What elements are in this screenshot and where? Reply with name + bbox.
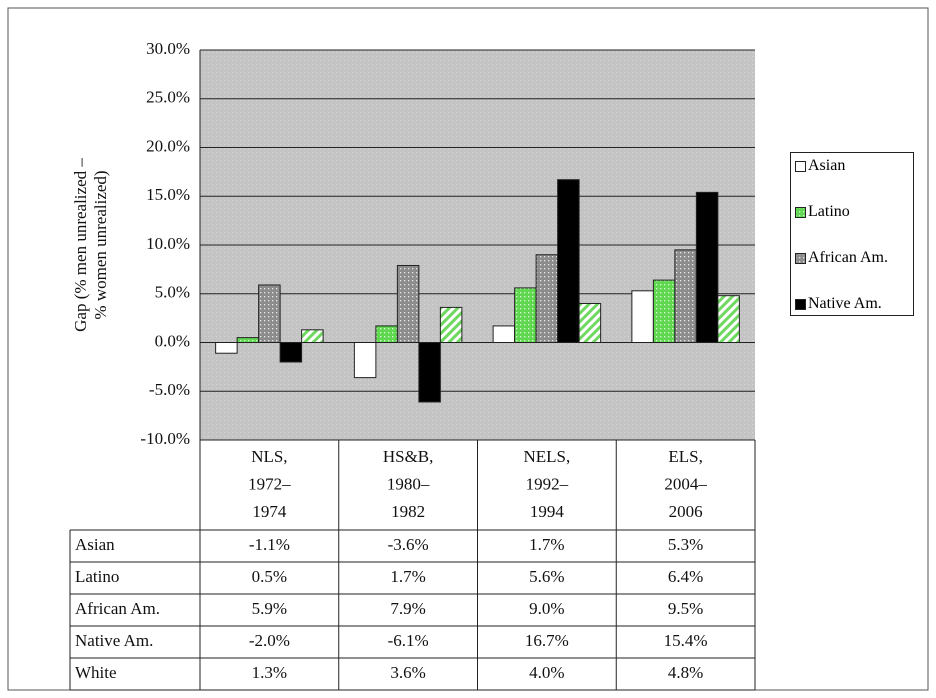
table-cell: 1.3% bbox=[252, 663, 287, 682]
legend-item: Latino bbox=[795, 203, 909, 249]
bar bbox=[514, 287, 537, 343]
bar bbox=[279, 342, 303, 363]
category-label: 1974 bbox=[252, 502, 287, 521]
y-tick-label: 30.0% bbox=[146, 39, 190, 58]
bar bbox=[492, 325, 516, 343]
legend-swatch bbox=[795, 207, 806, 218]
category-label: NLS, bbox=[251, 447, 287, 466]
bar bbox=[631, 290, 654, 344]
bar bbox=[439, 306, 463, 343]
bar bbox=[215, 342, 238, 354]
bar bbox=[557, 179, 580, 343]
table-cell: 0.5% bbox=[252, 567, 287, 586]
table-cell: 16.7% bbox=[525, 631, 569, 650]
bar bbox=[418, 342, 441, 403]
bar bbox=[301, 329, 324, 344]
category-label: NELS, bbox=[524, 447, 571, 466]
category-label: HS&B, bbox=[383, 447, 434, 466]
legend-item: Native Am. bbox=[795, 295, 909, 341]
table-cell: -6.1% bbox=[388, 631, 429, 650]
table-cell: 5.9% bbox=[252, 599, 287, 618]
y-tick-label: 20.0% bbox=[146, 136, 190, 155]
y-axis-title-line: % women unrealized) bbox=[91, 170, 110, 319]
row-label: African Am. bbox=[75, 599, 160, 618]
category-label: ELS, bbox=[668, 447, 702, 466]
y-axis-title-line: Gap (% men unrealized – bbox=[71, 158, 90, 332]
table-cell: 7.9% bbox=[390, 599, 425, 618]
bar bbox=[652, 279, 676, 344]
bar bbox=[258, 284, 281, 344]
bar bbox=[353, 342, 377, 379]
category-label: 1994 bbox=[530, 502, 565, 521]
row-label: Latino bbox=[75, 567, 119, 586]
y-tick-label: 5.0% bbox=[155, 283, 190, 302]
legend-swatch bbox=[795, 253, 806, 264]
row-label: White bbox=[75, 663, 117, 682]
table-cell: 4.8% bbox=[668, 663, 703, 682]
bar bbox=[396, 264, 420, 344]
y-axis-title: Gap (% men unrealized –% women unrealize… bbox=[71, 158, 110, 332]
legend-label: Asian bbox=[808, 157, 846, 174]
row-label: Native Am. bbox=[75, 631, 153, 650]
table-cell: 9.5% bbox=[668, 599, 703, 618]
table-cell: 1.7% bbox=[529, 535, 564, 554]
table-cell: -3.6% bbox=[388, 535, 429, 554]
y-tick-label: 15.0% bbox=[146, 185, 190, 204]
category-label: 1992– bbox=[526, 474, 569, 493]
bar bbox=[375, 325, 398, 343]
y-tick-label: -10.0% bbox=[140, 429, 190, 448]
table-cell: 4.0% bbox=[529, 663, 564, 682]
table-cell: 3.6% bbox=[390, 663, 425, 682]
table-cell: -1.1% bbox=[249, 535, 290, 554]
table-cell: 6.4% bbox=[668, 567, 703, 586]
legend-label: African Am. bbox=[808, 249, 888, 266]
table-cell: 5.3% bbox=[668, 535, 703, 554]
legend-swatch bbox=[795, 299, 806, 310]
table-cell: 5.6% bbox=[529, 567, 564, 586]
y-tick-label: 10.0% bbox=[146, 234, 190, 253]
y-tick-label: 25.0% bbox=[146, 88, 190, 107]
legend-swatch bbox=[795, 161, 806, 172]
legend: Asian Latino African Am. Native Am. bbox=[790, 152, 914, 316]
legend-label: Latino bbox=[808, 203, 850, 220]
bar bbox=[674, 249, 697, 343]
bar bbox=[578, 303, 602, 343]
category-label: 1972– bbox=[248, 474, 291, 493]
bar bbox=[236, 337, 260, 343]
table-cell: 1.7% bbox=[390, 567, 425, 586]
legend-item: Asian bbox=[795, 157, 909, 203]
bar bbox=[695, 191, 719, 343]
table-cell: 15.4% bbox=[664, 631, 708, 650]
bar bbox=[717, 295, 740, 344]
table-cell: 9.0% bbox=[529, 599, 564, 618]
category-label: 1982 bbox=[391, 502, 425, 521]
legend-item: African Am. bbox=[795, 249, 909, 295]
legend-label: Native Am. bbox=[808, 295, 882, 312]
bar bbox=[535, 254, 559, 343]
row-label: Asian bbox=[75, 535, 115, 554]
y-tick-label: -5.0% bbox=[149, 380, 190, 399]
category-label: 2006 bbox=[669, 502, 703, 521]
table-cell: -2.0% bbox=[249, 631, 290, 650]
category-label: 1980– bbox=[387, 474, 430, 493]
y-tick-label: 0.0% bbox=[155, 331, 190, 350]
category-label: 2004– bbox=[664, 474, 707, 493]
